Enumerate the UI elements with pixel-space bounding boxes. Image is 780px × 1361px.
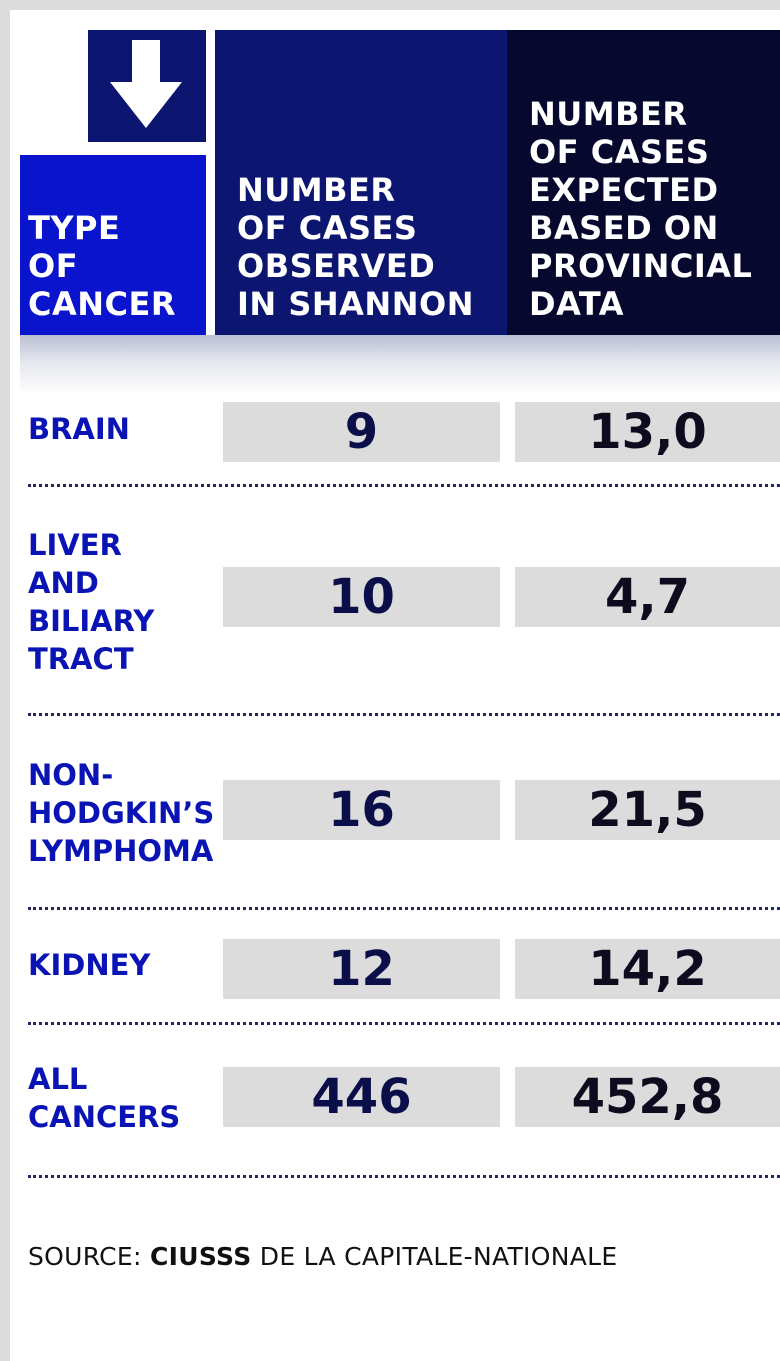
header-observed: NUMBER OF CASES OBSERVED IN SHANNON [215, 30, 507, 335]
header-type-of-cancer-label: TYPE OF CANCER [28, 209, 177, 323]
source-suffix: DE LA CAPITALE-NATIONALE [251, 1242, 618, 1271]
cell-observed-liver: 10 [223, 567, 500, 627]
arrow-down-icon [110, 40, 182, 128]
cell-expected-kidney: 14,2 [515, 939, 780, 999]
row-divider [28, 1175, 780, 1178]
header-shadow [20, 335, 780, 395]
cell-expected-lymphoma: 21,5 [515, 780, 780, 840]
cell-expected-liver: 4,7 [515, 567, 780, 627]
cell-observed-brain: 9 [223, 402, 500, 462]
infographic-card: TYPE OF CANCER NUMBER OF CASES OBSERVED … [10, 10, 780, 1361]
source-prefix: SOURCE: [28, 1242, 150, 1271]
row-label-kidney: KIDNEY [28, 948, 151, 982]
source-note: SOURCE: CIUSSS DE LA CAPITALE-NATIONALE [28, 1242, 617, 1271]
header-expected-label: NUMBER OF CASES EXPECTED BASED ON PROVIN… [529, 95, 753, 323]
row-label-lymphoma: NON- HODGKIN’S LYMPHOMA [28, 758, 215, 868]
source-org: CIUSSS [150, 1242, 252, 1271]
row-label-brain: BRAIN [28, 412, 130, 446]
cell-observed-all-cancers: 446 [223, 1067, 500, 1127]
cell-expected-all-cancers: 452,8 [515, 1067, 780, 1127]
row-label-liver: LIVER AND BILIARY TRACT [28, 528, 155, 676]
header-expected: NUMBER OF CASES EXPECTED BASED ON PROVIN… [507, 30, 780, 335]
row-label-all-cancers: ALL CANCERS [28, 1062, 181, 1134]
row-divider [28, 1022, 780, 1025]
cell-expected-brain: 13,0 [515, 402, 780, 462]
row-divider [28, 484, 780, 487]
row-divider [28, 907, 780, 910]
header-arrow-box [88, 30, 206, 142]
row-divider [28, 713, 780, 716]
header-observed-label: NUMBER OF CASES OBSERVED IN SHANNON [237, 171, 474, 323]
header-type-of-cancer: TYPE OF CANCER [20, 155, 206, 335]
cell-observed-kidney: 12 [223, 939, 500, 999]
cell-observed-lymphoma: 16 [223, 780, 500, 840]
